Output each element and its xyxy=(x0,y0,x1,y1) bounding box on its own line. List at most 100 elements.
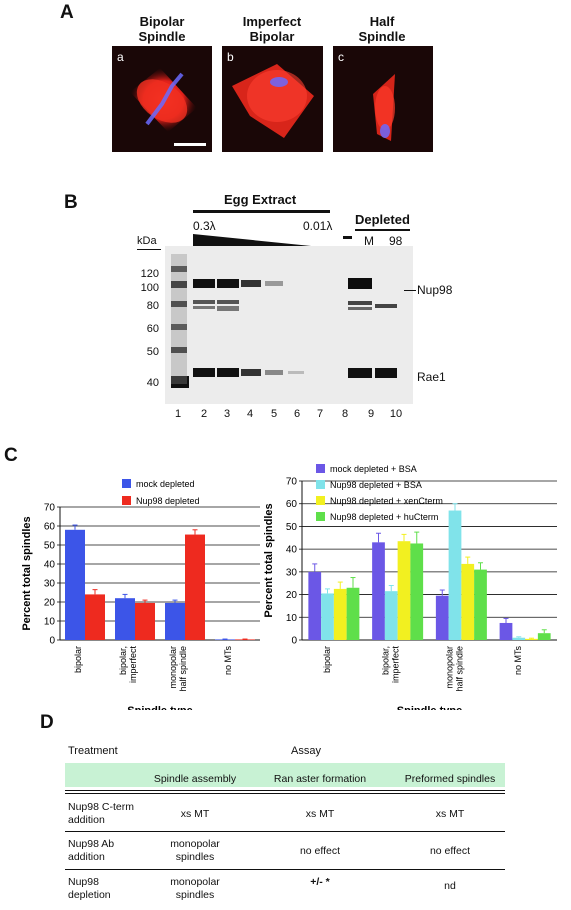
legend-swatch xyxy=(122,496,131,505)
marker-50: 50 xyxy=(146,346,159,358)
y-tick-label: 0 xyxy=(291,636,297,647)
legend-swatch xyxy=(316,512,325,521)
lane-number: 10 xyxy=(389,408,403,420)
lane-number: 2 xyxy=(200,408,208,420)
marker-40: 40 xyxy=(146,377,159,389)
table-row-2-preformed: no effect xyxy=(429,845,471,857)
dilution-wedge xyxy=(193,234,331,248)
table-rule-1 xyxy=(65,790,505,791)
image-sublabel-c: c xyxy=(338,50,344,64)
table-row-2-ran-aster: no effect xyxy=(299,845,341,857)
table-assay-header: Assay xyxy=(291,745,321,757)
x-axis-label: Spindle type xyxy=(397,705,462,710)
concentration-low: 0.01λ xyxy=(303,219,333,233)
bar xyxy=(448,510,462,640)
table-row-3-ran-aster: +/- * xyxy=(310,876,330,888)
category-label: half spindle xyxy=(454,646,464,692)
bar xyxy=(474,569,487,640)
bar xyxy=(235,639,255,641)
legend-label: Nup98 depleted xyxy=(136,496,200,506)
table-row-1-preformed: xs MT xyxy=(435,808,465,820)
micrograph-half-image xyxy=(373,74,395,141)
y-tick-label: 30 xyxy=(44,579,56,590)
lane-number: 9 xyxy=(367,408,375,420)
bar xyxy=(165,602,185,640)
bar xyxy=(321,593,334,640)
concentration-high: 0.3λ xyxy=(193,219,216,233)
y-tick-label: 50 xyxy=(44,541,56,552)
bar xyxy=(185,534,205,640)
marker-100: 100 xyxy=(140,282,159,294)
table-row-3-spindle-assembly: monopolar spindles xyxy=(170,876,220,901)
image-title-half-spindle: Half Spindle xyxy=(358,14,406,44)
table-header-band xyxy=(65,763,505,787)
category-label: no MTs xyxy=(223,646,233,676)
micrograph-half-spindle: c xyxy=(333,46,433,152)
table-col-ran-aster: Ran aster formation xyxy=(273,773,367,785)
y-tick-label: 60 xyxy=(44,522,56,533)
legend-swatch xyxy=(316,464,325,473)
category-label: bipolar, xyxy=(118,646,128,675)
table-row-1-treatment: Nup98 C-term addition xyxy=(68,801,134,826)
bar xyxy=(435,595,449,640)
table-col-preformed: Preformed spindles xyxy=(404,773,496,785)
category-label: bipolar xyxy=(322,646,332,673)
bar xyxy=(512,637,526,640)
lane-number: 6 xyxy=(293,408,301,420)
y-tick-label: 20 xyxy=(44,598,56,609)
legend-label: Nup98 depleted + xenCterm xyxy=(330,496,443,506)
y-tick-label: 0 xyxy=(49,636,55,647)
legend-swatch xyxy=(122,479,131,488)
bar xyxy=(333,588,347,640)
bar xyxy=(215,639,235,641)
panel-label-a: A xyxy=(60,2,74,23)
bar xyxy=(308,571,322,640)
bar xyxy=(135,602,155,640)
marker-120: 120 xyxy=(140,268,159,280)
table-row-2-spindle-assembly: monopolar spindles xyxy=(170,838,220,863)
y-tick-label: 50 xyxy=(286,522,298,533)
bar-chart-right: 0 10 20 30 40 50 60 70 bipolar bipolar, imperfect m… xyxy=(263,464,557,710)
y-tick-label: 70 xyxy=(44,503,56,514)
image-sublabel-a: a xyxy=(117,50,124,64)
panel-label-c: C xyxy=(4,445,18,466)
legend-label: mock depleted xyxy=(136,479,195,489)
lane-number: 8 xyxy=(341,408,349,420)
panel-label-b: B xyxy=(64,192,78,213)
y-tick-label: 30 xyxy=(286,567,298,578)
table-row-3-treatment: Nup98 depletion xyxy=(68,876,111,901)
lane-number: 7 xyxy=(316,408,324,420)
table-rule-2 xyxy=(65,793,505,794)
legend-label: mock depleted + BSA xyxy=(330,464,417,474)
kda-label: kDa xyxy=(137,235,157,247)
depleted-98-label: 98 xyxy=(389,234,403,248)
y-axis-label: Percent total spindles xyxy=(263,503,275,617)
y-tick-label: 10 xyxy=(286,613,298,624)
bar xyxy=(384,591,398,640)
marker-80: 80 xyxy=(146,300,159,312)
egg-extract-bar xyxy=(193,210,330,213)
category-label: bipolar xyxy=(73,646,83,673)
y-tick-label: 10 xyxy=(44,617,56,628)
category-label: imperfect xyxy=(391,646,401,684)
lane-number: 1 xyxy=(174,408,182,420)
table-row-1-ran-aster: xs MT xyxy=(305,808,335,820)
bar-chart-left: 0 10 20 30 40 50 60 70 bipolar bipolar, imperfect m… xyxy=(21,479,260,710)
bar xyxy=(115,598,135,640)
legend-swatch xyxy=(316,496,325,505)
western-blot xyxy=(165,246,413,404)
table-rule-4 xyxy=(65,869,505,870)
egg-extract-label: Egg Extract xyxy=(224,192,297,207)
nup98-tick xyxy=(404,290,416,291)
bar xyxy=(372,542,385,640)
y-tick-label: 40 xyxy=(286,545,298,556)
image-sublabel-b: b xyxy=(227,50,234,64)
y-tick-label: 40 xyxy=(44,560,56,571)
lane-number: 3 xyxy=(223,408,231,420)
bar xyxy=(65,529,85,640)
scale-bar xyxy=(174,143,206,146)
category-label: half spindle xyxy=(178,646,188,692)
micrograph-imperfect-image xyxy=(232,64,314,138)
bar xyxy=(397,541,411,640)
bar xyxy=(537,633,551,640)
